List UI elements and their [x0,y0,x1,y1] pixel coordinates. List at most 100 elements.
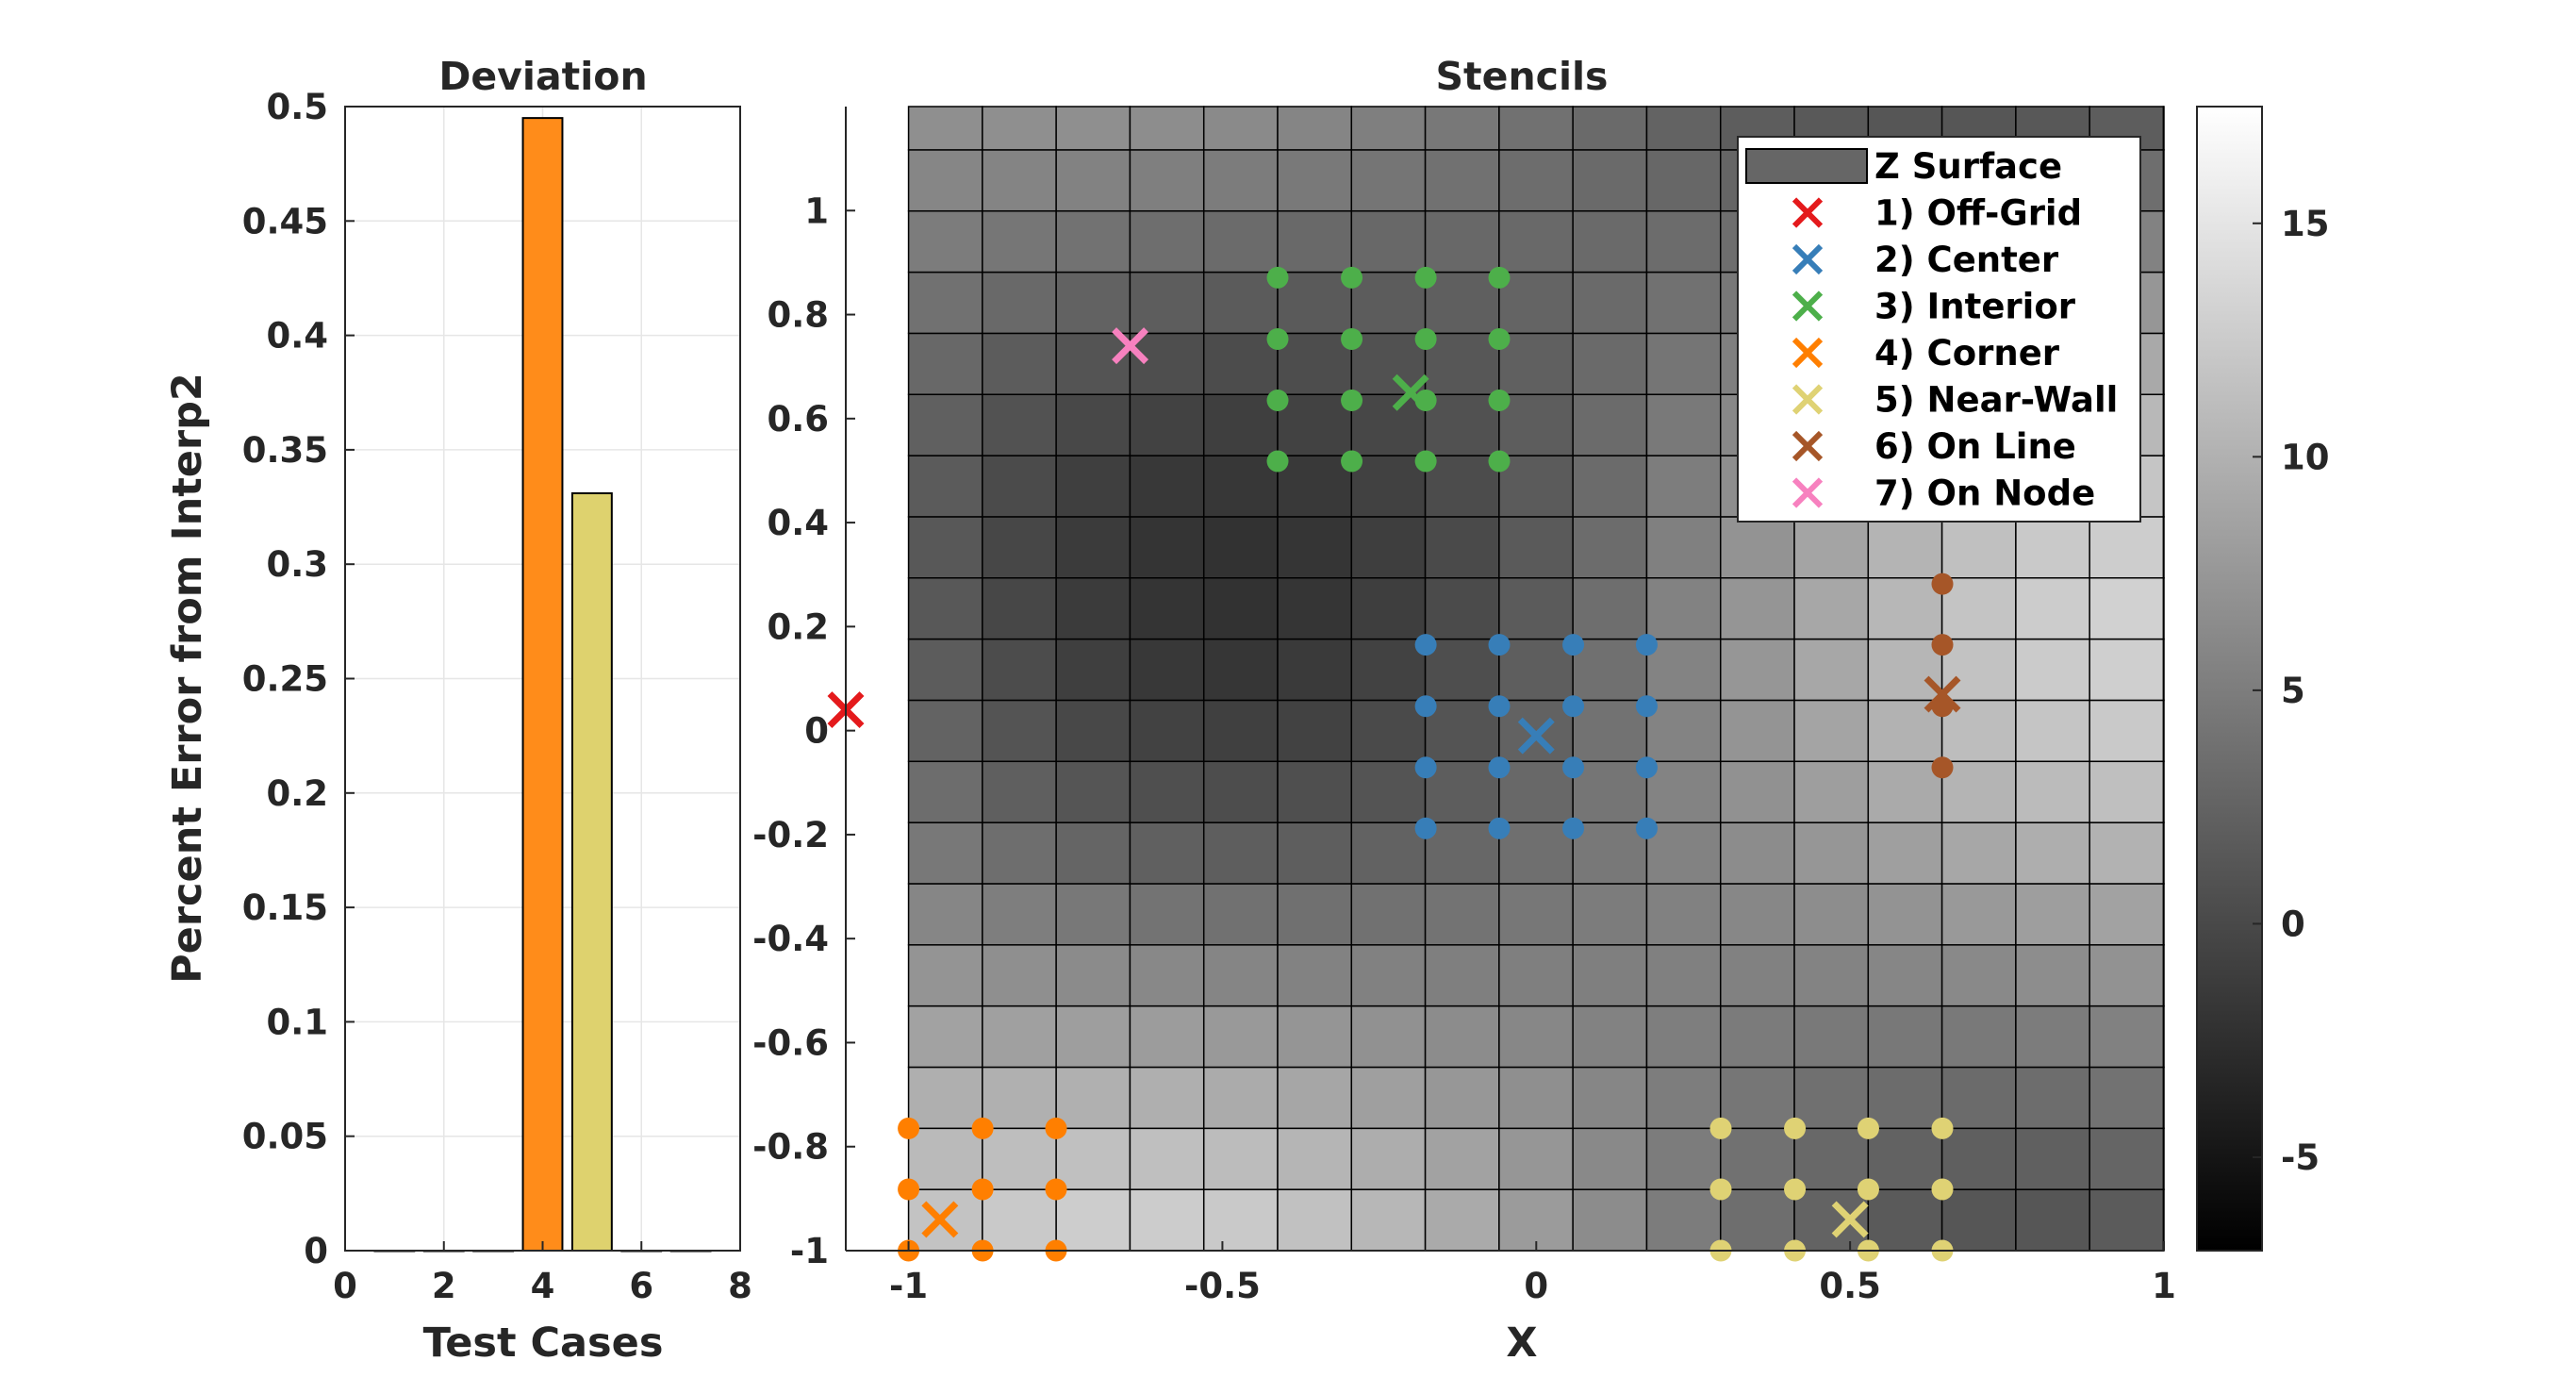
surface-cell [1055,209,1131,274]
stencil-point [1414,634,1437,656]
surface-cell [1055,516,1131,579]
surface-cell [1350,271,1427,335]
surface-cell [1719,638,1795,702]
surface-cell [1277,1127,1353,1190]
surface-cell [1202,944,1279,1007]
surface-cell [1277,577,1353,640]
surface-cell [982,1127,1057,1190]
stencil-point [1488,266,1511,289]
surface-cell [1277,883,1353,946]
surface-cell [1940,1004,2017,1069]
stencil-point [1488,327,1511,350]
stencil-point [1931,573,1954,595]
surface-cell [1202,577,1279,640]
surface-cell [1793,1188,1870,1252]
surface-cell [2015,1004,2090,1069]
stencil-point [1931,756,1954,779]
bar-y-ticks: 0 0.05 0.1 0.15 0.2 0.25 0.3 0.35 0.4 0.45 0.5 [242,87,355,1271]
surface-cell [1129,1004,1205,1069]
surface-cell [982,209,1057,274]
surface-cell [907,699,983,763]
surface-cell [1645,516,1722,579]
surface-cell [1572,883,1648,946]
stencil-y-tick-label: 0.6 [767,399,829,440]
surface-cell [1129,1188,1205,1252]
bar-y-tick-label: 0.2 [266,773,328,814]
surface-cell [982,393,1057,456]
stencil-chart-title: Stencils [1436,54,1609,99]
surface-cell [2162,332,2165,395]
colorbar-tick-label: 10 [2281,437,2330,477]
surface-cell [1277,1004,1353,1069]
surface-cell [1498,638,1574,702]
surface-cell [2089,760,2165,823]
surface-cell [1867,883,1943,946]
surface-cell [1202,271,1279,335]
bar-y-tick-label: 0.5 [266,87,328,127]
surface-cell [2162,638,2165,702]
surface-cell [1350,638,1427,702]
surface-cell [1202,1004,1279,1069]
surface-cell [1055,883,1131,946]
surface-cell [1350,209,1427,274]
surface-cell [907,883,983,946]
surface-cell [907,1127,983,1190]
surface-cell [1055,332,1131,395]
surface-cell [2162,944,2165,1007]
surface-cell [1572,1127,1648,1190]
legend-label: 1) Off-Grid [1874,193,2082,234]
surface-cell [1572,209,1648,274]
surface-cell [1350,699,1427,763]
surface-cell [1424,209,1500,274]
bar-series [373,117,712,1253]
surface-cell [1424,821,1500,885]
surface-cell [1129,638,1205,702]
surface-cell [1572,455,1648,518]
surface-cell [2162,760,2165,823]
stencil-point [1931,1117,1954,1139]
stencil-x-tick-label: 0.5 [1819,1266,1881,1306]
surface-cell [982,516,1057,579]
surface-cell [1129,393,1205,456]
surface-cell [1350,883,1427,946]
surface-cell [1424,106,1500,151]
surface-cell [1572,149,1648,212]
stencil-y-tick-label: 0 [804,711,829,752]
surface-cell [1572,516,1648,579]
legend-box [1737,136,2141,523]
surface-cell [1793,1004,1870,1069]
surface-cell [1793,1127,1870,1190]
surface-cell [1645,393,1722,456]
surface-cell [2162,149,2165,212]
surface-cell [1350,106,1427,151]
surface-cell [1424,760,1500,823]
query-points [827,327,1961,1238]
surface-cell [1940,760,2017,823]
surface-cell [2089,1066,2165,1130]
surface-cell [1424,1066,1500,1130]
surface-cell [1645,944,1722,1007]
stencil-point [1341,390,1363,412]
surface-cell [1719,883,1795,946]
stencil-point [1857,1117,1879,1139]
stencil-y-tick-label: -1 [790,1231,829,1271]
surface-cell [907,577,983,640]
surface-cell [1055,1188,1131,1252]
surface-cell [1645,1004,1722,1069]
surface-cell [1129,455,1205,518]
surface-cell [1277,209,1353,274]
surface-cell [2162,271,2165,335]
surface-cell [1055,271,1131,335]
surface-cell [982,1066,1057,1130]
surface-cell [1498,760,1574,823]
bar-x-tick-label: 8 [728,1266,752,1306]
surface-cell [1424,944,1500,1007]
surface-cell [1719,577,1795,640]
surface-cell [1202,393,1279,456]
stencil-point [1414,756,1437,779]
surface-cell [1055,1127,1131,1190]
surface-cell [1498,883,1574,946]
stencil-points [898,266,1954,1262]
surface-cell [1424,699,1500,763]
